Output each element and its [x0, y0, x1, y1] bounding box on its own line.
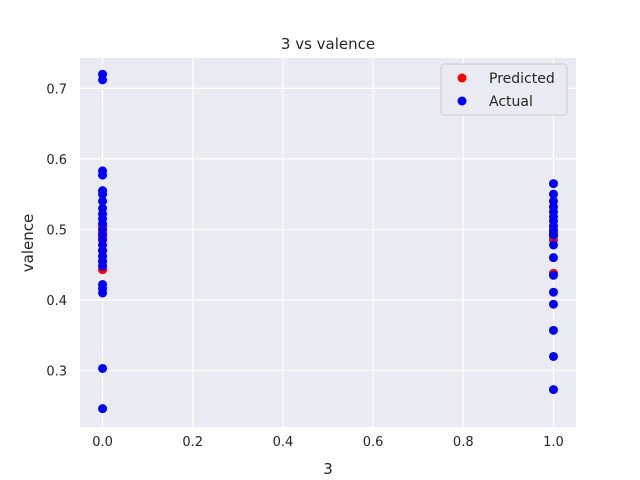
x-tick-labels: 0.0 0.2 0.4 0.6 0.8 1.0 [92, 435, 564, 450]
legend: Predicted Actual [440, 63, 568, 116]
x-tick-label: 0.6 [363, 435, 384, 450]
legend-box [440, 63, 568, 116]
y-tick-label: 0.6 [46, 153, 67, 168]
x-axis-label: 3 [323, 460, 333, 478]
point-actual [98, 189, 108, 199]
x-tick-label: 1.0 [543, 435, 564, 450]
point-actual [548, 253, 558, 263]
y-tick-label: 0.3 [46, 365, 67, 380]
legend-label-actual: Actual [489, 94, 533, 110]
point-actual [548, 287, 558, 297]
point-actual [548, 179, 558, 189]
legend-label-predicted: Predicted [489, 71, 555, 87]
point-actual [548, 351, 558, 361]
plot-background [80, 58, 576, 427]
point-actual [548, 270, 558, 280]
data-points [98, 69, 558, 414]
point-actual [548, 189, 558, 199]
chart-title: 3 vs valence [281, 35, 375, 53]
point-actual [548, 230, 558, 240]
point-actual [548, 385, 558, 395]
point-actual [98, 170, 108, 180]
x-tick-label: 0.4 [273, 435, 294, 450]
y-tick-label: 0.7 [46, 82, 67, 97]
y-tick-label: 0.4 [46, 294, 67, 309]
point-actual [98, 404, 108, 414]
point-actual [98, 196, 108, 206]
legend-marker-actual [457, 96, 467, 106]
x-tick-label: 0.2 [182, 435, 203, 450]
y-axis-label: valence [19, 214, 37, 272]
point-actual [548, 240, 558, 250]
point-actual [98, 261, 108, 271]
point-actual [98, 75, 108, 85]
point-actual [548, 299, 558, 309]
y-tick-labels: 0.3 0.4 0.5 0.6 0.7 [46, 82, 67, 379]
x-tick-label: 0.8 [453, 435, 474, 450]
point-actual [98, 363, 108, 373]
point-actual [548, 325, 558, 335]
legend-marker-predicted [457, 73, 467, 83]
point-actual [98, 288, 108, 298]
y-tick-label: 0.5 [46, 223, 67, 238]
x-tick-label: 0.0 [92, 435, 113, 450]
